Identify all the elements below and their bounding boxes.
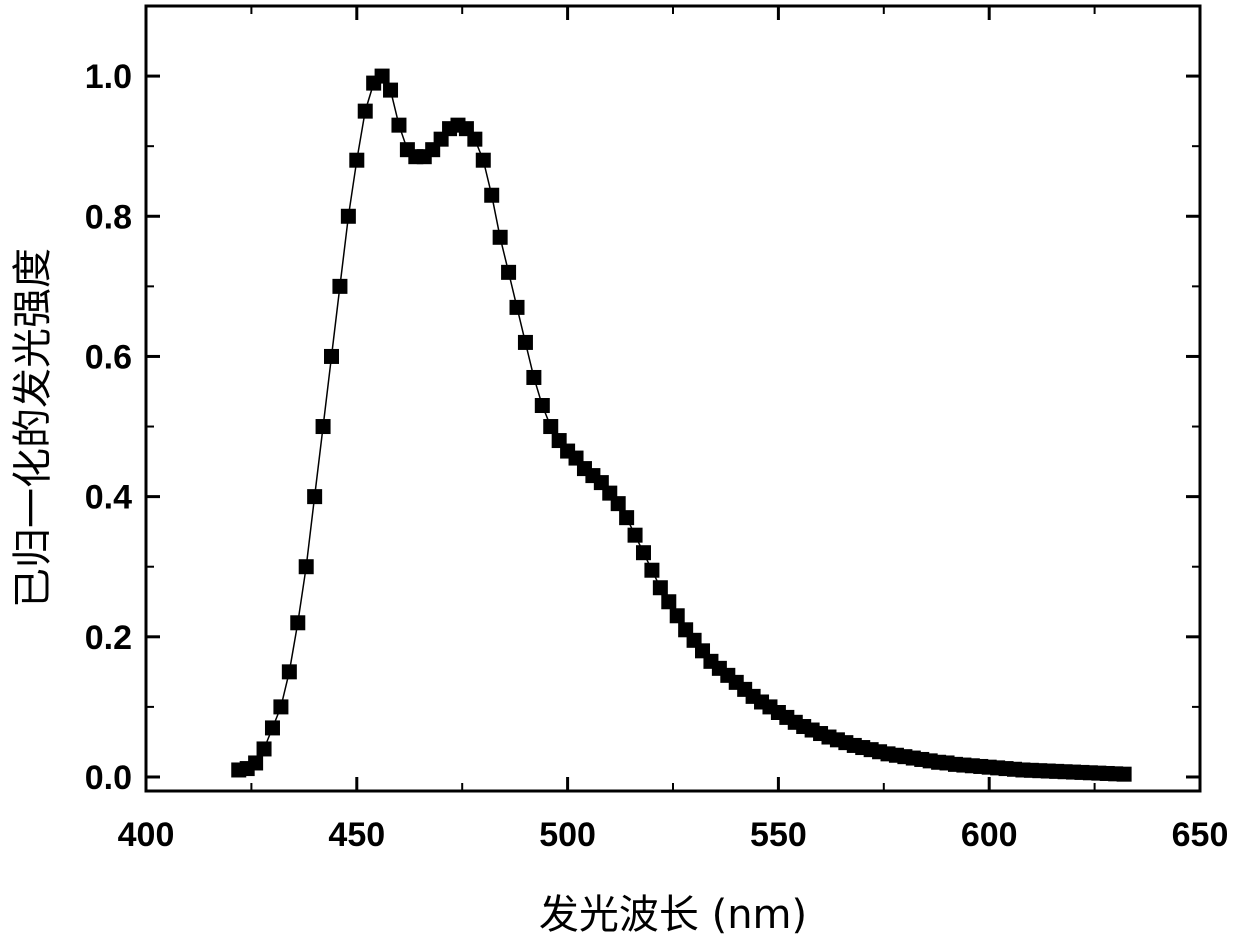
series-line	[239, 76, 1124, 774]
data-point	[282, 664, 297, 679]
x-axis-ticks	[146, 6, 1200, 791]
data-point	[257, 741, 272, 756]
data-point	[476, 153, 491, 168]
y-axis-tick-labels: 0.0 0.2 0.4 0.6 0.8 1.0	[85, 58, 132, 797]
data-point	[375, 69, 390, 84]
x-tick-label: 450	[328, 816, 385, 854]
data-point	[1117, 767, 1132, 782]
y-axis-title: 已归一化的发光强度	[10, 248, 56, 608]
data-point	[644, 563, 659, 578]
series-markers	[231, 69, 1131, 782]
data-point	[316, 419, 331, 434]
data-point	[299, 559, 314, 574]
data-point	[661, 594, 676, 609]
data-point	[383, 83, 398, 98]
x-tick-label: 500	[539, 816, 596, 854]
data-point	[484, 188, 499, 203]
data-point	[653, 580, 668, 595]
data-point	[543, 419, 558, 434]
data-point	[518, 335, 533, 350]
data-point	[535, 398, 550, 413]
data-point	[526, 370, 541, 385]
data-point	[501, 265, 516, 280]
data-point	[324, 349, 339, 364]
x-axis-tick-labels: 400 450 500 550 600 650	[118, 816, 1229, 854]
plot-frame	[146, 6, 1200, 791]
data-point	[248, 755, 263, 770]
data-point	[611, 496, 626, 511]
x-tick-label: 400	[118, 816, 175, 854]
x-axis-title: 发光波长 (nm)	[539, 892, 807, 938]
x-tick-label: 600	[961, 816, 1018, 854]
y-tick-label: 1.0	[85, 58, 132, 96]
y-tick-label: 0.4	[85, 479, 132, 517]
data-point	[290, 615, 305, 630]
data-point	[628, 528, 643, 543]
x-tick-label: 650	[1172, 816, 1229, 854]
x-tick-label: 550	[750, 816, 807, 854]
y-axis-ticks	[146, 76, 1200, 777]
data-point	[391, 118, 406, 133]
data-point	[273, 699, 288, 714]
data-point	[332, 279, 347, 294]
y-tick-label: 0.6	[85, 338, 132, 376]
data-point	[358, 104, 373, 119]
data-point	[493, 230, 508, 245]
data-point	[341, 209, 356, 224]
data-point	[510, 300, 525, 315]
data-point	[265, 720, 280, 735]
y-tick-label: 0.8	[85, 198, 132, 236]
y-tick-label: 0.2	[85, 619, 132, 657]
data-point	[467, 132, 482, 147]
data-point	[307, 489, 322, 504]
data-point	[619, 510, 634, 525]
data-point	[349, 153, 364, 168]
data-point	[636, 545, 651, 560]
y-tick-label: 0.0	[85, 759, 132, 797]
data-point	[670, 608, 685, 623]
